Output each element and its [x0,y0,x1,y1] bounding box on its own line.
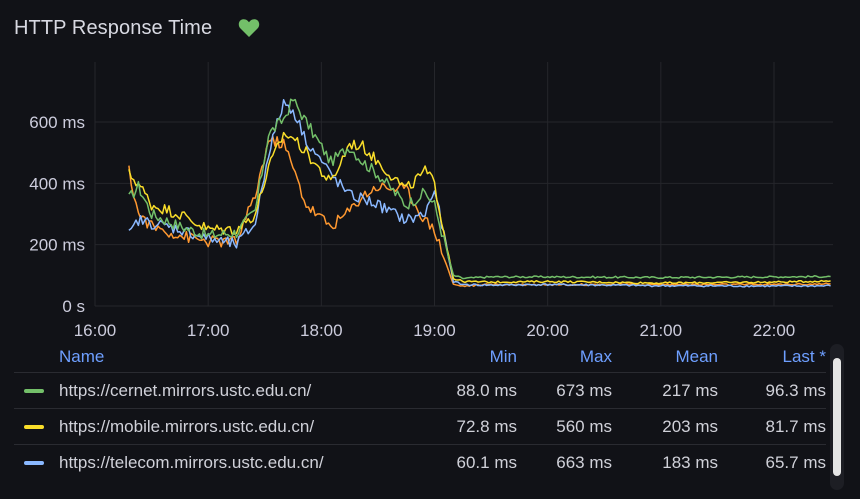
legend-row-mobile[interactable]: https://mobile.mirrors.ustc.edu.cn/ 72.8… [14,408,826,444]
legend-min-value: 60.1 ms [456,452,517,472]
legend-table: Name Min Max Mean Last * https://cernet.… [14,342,826,480]
legend-last-value: 81.7 ms [765,416,826,436]
legend-header-max[interactable]: Max [579,347,612,366]
legend-series-name[interactable]: https://mobile.mirrors.ustc.edu.cn/ [59,416,315,436]
response-time-chart[interactable]: 0 s 200 ms 400 ms 600 ms 16:00 17:00 18:00 19:0… [0,60,860,345]
legend-mean-value: 217 ms [662,380,718,400]
legend-row-cernet[interactable]: https://cernet.mirrors.ustc.edu.cn/ 88.0… [14,372,826,408]
y-tick-label: 400 ms [29,174,85,193]
panel-header: HTTP Response Time [14,14,260,42]
chart-series [128,98,831,288]
series-line[interactable] [128,98,831,280]
legend-max-value: 560 ms [556,416,612,436]
x-tick-label: 20:00 [526,321,569,340]
x-tick-label: 17:00 [187,321,230,340]
y-tick-label: 600 ms [29,113,85,132]
chart-axes: 0 s 200 ms 400 ms 600 ms 16:00 17:00 18:00 19:0… [29,113,795,340]
legend-scrollbar[interactable] [830,344,844,490]
chart-grid [94,62,833,307]
legend-last-value: 96.3 ms [765,380,826,400]
y-tick-label: 0 s [62,297,85,316]
legend-max-value: 673 ms [556,380,612,400]
legend-last-value: 65.7 ms [765,452,826,472]
heart-icon[interactable] [238,18,260,38]
legend-header-last[interactable]: Last * [782,347,826,366]
legend-mean-value: 203 ms [662,416,718,436]
x-tick-label: 22:00 [753,321,796,340]
series-line[interactable] [128,131,831,285]
legend-series-name[interactable]: https://cernet.mirrors.ustc.edu.cn/ [59,380,312,400]
series-line[interactable] [128,99,831,288]
panel-title[interactable]: HTTP Response Time [14,16,213,39]
legend-header-row: Name Min Max Mean Last * [14,342,826,372]
x-tick-label: 21:00 [640,321,683,340]
legend-series-name[interactable]: https://telecom.mirrors.ustc.edu.cn/ [59,452,324,472]
legend-min-value: 88.0 ms [456,380,517,400]
series-color-swatch[interactable] [24,424,44,429]
x-tick-label: 18:00 [300,321,343,340]
legend-row-telecom[interactable]: https://telecom.mirrors.ustc.edu.cn/ 60.… [14,444,826,480]
legend-mean-value: 183 ms [662,452,718,472]
legend-header-mean[interactable]: Mean [675,347,718,366]
series-color-swatch[interactable] [24,460,44,465]
legend-max-value: 663 ms [556,452,612,472]
series-line[interactable] [128,135,831,288]
x-tick-label: 19:00 [413,321,456,340]
legend-min-value: 72.8 ms [456,416,517,436]
legend-scrollbar-thumb[interactable] [833,358,841,476]
series-color-swatch[interactable] [24,388,44,393]
y-tick-label: 200 ms [29,236,85,255]
x-tick-label: 16:00 [74,321,117,340]
legend-header-name[interactable]: Name [59,347,105,366]
legend-header-min[interactable]: Min [489,347,517,366]
